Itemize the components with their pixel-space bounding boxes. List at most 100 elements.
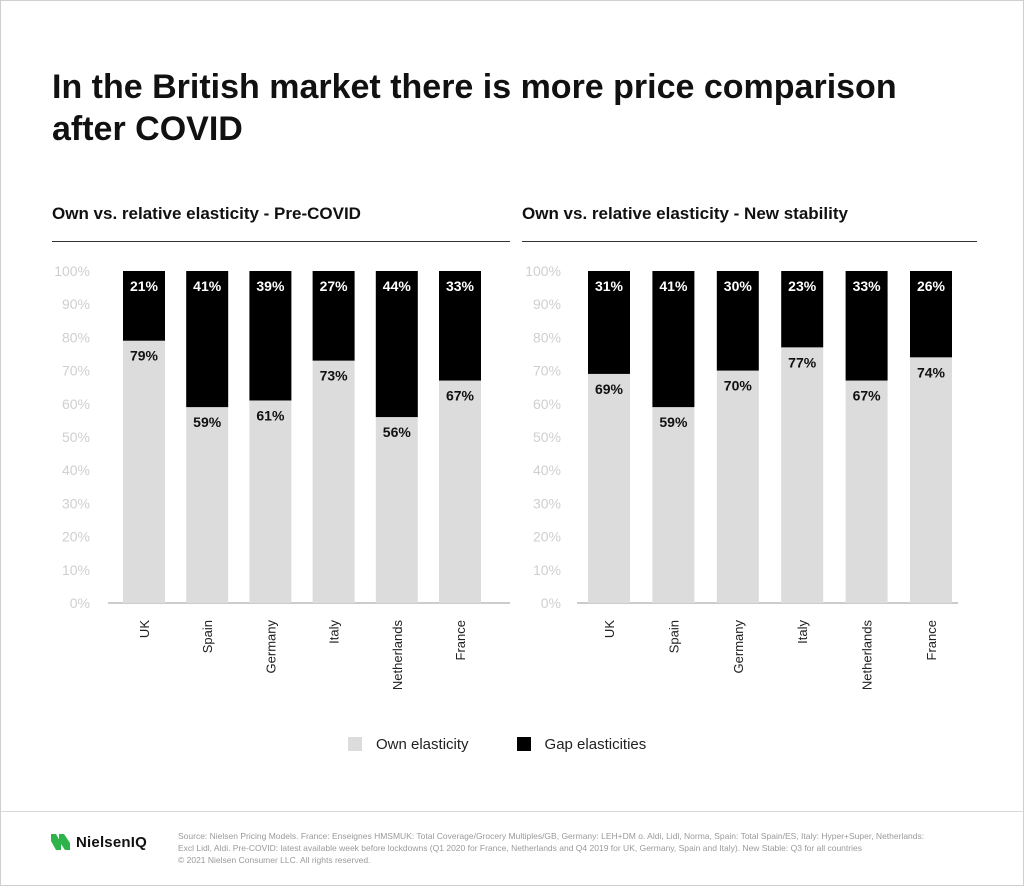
data-label-gap: 44% xyxy=(383,278,412,294)
x-tick-label: Spain xyxy=(200,620,215,653)
data-label-gap: 39% xyxy=(256,278,285,294)
bar-own xyxy=(186,407,229,603)
x-tick-label: Germany xyxy=(263,620,278,674)
data-label-own: 67% xyxy=(853,388,882,404)
data-label-gap: 30% xyxy=(724,278,753,294)
y-tick-label: 80% xyxy=(62,329,90,345)
bar-own xyxy=(588,373,630,603)
data-label-gap: 41% xyxy=(659,278,688,294)
page-title: In the British market there is more pric… xyxy=(52,68,897,148)
bar-gap xyxy=(439,271,481,381)
x-tick-label: UK xyxy=(602,620,617,638)
bar-gap xyxy=(652,271,695,408)
y-tick-label: 60% xyxy=(62,396,90,412)
data-label-gap: 41% xyxy=(193,278,222,294)
legend-swatch-gap xyxy=(516,737,531,751)
bar-gap xyxy=(845,271,888,381)
bar-own xyxy=(249,400,292,603)
x-tick-label: Italy xyxy=(327,620,342,644)
legend-item-gap: Gap elasticities xyxy=(516,735,647,753)
data-label-own: 61% xyxy=(256,407,285,423)
data-label-own: 77% xyxy=(788,354,817,370)
y-tick-label: 10% xyxy=(62,562,90,578)
y-tick-label: 0% xyxy=(70,595,90,611)
y-tick-label: 100% xyxy=(54,263,90,279)
bar-own xyxy=(439,380,481,603)
y-tick-label: 80% xyxy=(533,329,561,345)
data-label-gap: 23% xyxy=(788,278,817,294)
bar-own xyxy=(910,357,952,603)
data-label-own: 70% xyxy=(724,378,753,394)
y-tick-label: 70% xyxy=(62,363,90,379)
bar-own xyxy=(716,370,759,603)
source-footnote: Source: Nielsen Pricing Models. France: … xyxy=(178,830,978,866)
charts-canvas: 0% 10% 20% 30% 40% 50% 60% 70% 80% 90% 100% 21% 79% U… xyxy=(54,263,958,691)
footnote-line: Excl Lidl, Aldi. Pre-COVID: latest avail… xyxy=(178,843,862,853)
bar-gap xyxy=(716,271,759,371)
x-tick-label: UK xyxy=(137,620,152,638)
bar-gap xyxy=(249,271,292,401)
data-label-gap: 33% xyxy=(446,278,475,294)
x-tick-label: Netherlands xyxy=(860,620,875,691)
footnote-line: © 2021 Nielsen Consumer LLC. All rights … xyxy=(178,855,371,865)
legend-label-gap: Gap elasticities xyxy=(544,735,647,753)
brand-logo: NielsenIQ xyxy=(50,833,147,851)
bar-own xyxy=(781,347,824,603)
y-tick-label: 10% xyxy=(533,562,561,578)
bar-own xyxy=(845,380,888,603)
y-tick-label: 100% xyxy=(525,263,561,279)
data-label-own: 79% xyxy=(130,348,159,364)
data-label-own: 67% xyxy=(446,388,475,404)
y-tick-label: 20% xyxy=(62,529,90,545)
y-tick-label: 50% xyxy=(533,429,561,445)
chart-title-right: Own vs. relative elasticity - New stabil… xyxy=(522,204,848,223)
bar-gap xyxy=(186,271,229,408)
bar-own xyxy=(652,407,695,603)
chart-rule-left xyxy=(52,241,510,242)
legend-swatch-own xyxy=(348,737,362,751)
data-label-own: 73% xyxy=(320,368,349,384)
bar-own xyxy=(123,340,165,603)
bar-gap xyxy=(375,271,418,418)
data-label-own: 56% xyxy=(383,424,412,440)
data-label-own: 69% xyxy=(595,381,624,397)
x-tick-label: Spain xyxy=(666,620,681,653)
legend: Own elasticity Gap elasticities xyxy=(348,733,694,755)
data-label-own: 59% xyxy=(193,414,222,430)
x-tick-label: Netherlands xyxy=(390,620,405,691)
bar-gap xyxy=(910,271,952,358)
footer-divider xyxy=(0,811,1024,812)
x-tick-label: France xyxy=(924,620,939,660)
chart-title-left: Own vs. relative elasticity - Pre-COVID xyxy=(52,204,361,223)
x-tick-label: France xyxy=(453,620,468,660)
bar-gap xyxy=(781,271,824,348)
bar-own xyxy=(312,360,355,603)
y-tick-label: 40% xyxy=(62,462,90,478)
data-label-own: 59% xyxy=(659,414,688,430)
y-tick-label: 0% xyxy=(541,595,561,611)
y-tick-label: 30% xyxy=(533,495,561,511)
x-tick-label: Germany xyxy=(731,620,746,674)
y-tick-label: 90% xyxy=(62,296,90,312)
data-label-gap: 27% xyxy=(320,278,349,294)
y-tick-label: 60% xyxy=(533,396,561,412)
chart-rule-right xyxy=(522,241,977,242)
y-tick-label: 30% xyxy=(62,495,90,511)
bar-gap xyxy=(312,271,355,361)
y-tick-label: 20% xyxy=(533,529,561,545)
data-label-gap: 26% xyxy=(917,278,946,294)
data-label-gap: 31% xyxy=(595,278,624,294)
footnote-line: Source: Nielsen Pricing Models. France: … xyxy=(178,831,925,841)
bar-own xyxy=(375,417,418,603)
data-label-gap: 33% xyxy=(853,278,882,294)
x-tick-label: Italy xyxy=(795,620,810,644)
y-tick-label: 40% xyxy=(533,462,561,478)
bar-gap xyxy=(588,271,630,374)
y-tick-label: 90% xyxy=(533,296,561,312)
legend-label-own: Own elasticity xyxy=(376,735,469,753)
nielseniq-logo-icon xyxy=(51,834,70,850)
y-tick-label: 70% xyxy=(533,363,561,379)
brand-name: NielsenIQ xyxy=(76,833,147,851)
data-label-gap: 21% xyxy=(130,278,159,294)
y-tick-label: 50% xyxy=(62,429,90,445)
